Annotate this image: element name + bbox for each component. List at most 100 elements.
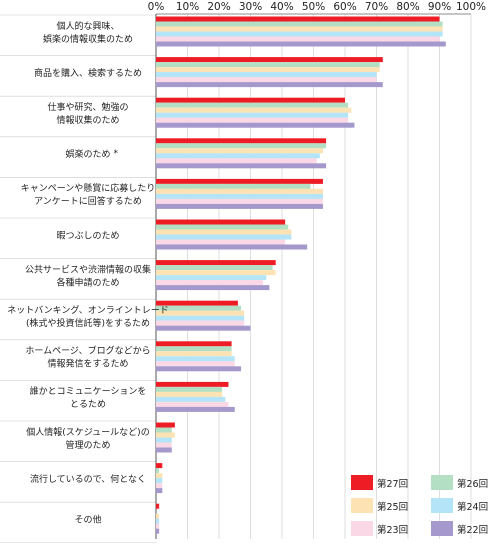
bar-5-第27回 <box>156 178 323 184</box>
legend-label-第23回: 第23回 <box>377 524 408 536</box>
bar-1-第23回 <box>156 36 440 42</box>
bar-7-第23回 <box>156 280 264 286</box>
category-label-7-line-2: 各種申請のため <box>56 276 119 288</box>
x-tick-label-10: 100% <box>456 1 486 13</box>
bar-13-第23回 <box>156 523 160 529</box>
bar-12-第22回 <box>156 488 163 494</box>
category-label-9-line-2: 情報発信をするため <box>47 358 128 370</box>
legend-swatch-第24回 <box>431 498 453 513</box>
bar-8-第23回 <box>156 320 245 326</box>
category-label-10-line-1: 誰かとコミュニケーションを <box>30 385 147 397</box>
bar-12-第24回 <box>156 478 163 484</box>
bar-1-第26回 <box>156 21 443 27</box>
bar-2-第25回 <box>156 67 380 73</box>
bar-3-第25回 <box>156 107 352 113</box>
bar-1-第25回 <box>156 26 443 32</box>
bar-2-第24回 <box>156 72 377 78</box>
legend-swatch-第22回 <box>431 521 453 536</box>
category-label-7-line-1: 公共サービスや渋滞情報の収集 <box>25 263 151 275</box>
bar-12-第25回 <box>156 473 163 479</box>
bar-6-第24回 <box>156 234 292 240</box>
bar-12-第27回 <box>156 463 163 469</box>
category-label-6-line-1: 暇つぶしのため <box>56 230 119 241</box>
category-label-11-line-2: 管理のため <box>65 439 110 451</box>
category-label-8-line-1: ネットバンキング、オンライントレード <box>7 304 169 316</box>
bar-11-第26回 <box>156 427 172 433</box>
x-tick-label-9: 90% <box>428 1 451 13</box>
legend-swatch-第26回 <box>431 475 453 490</box>
legend-label-第25回: 第25回 <box>377 501 408 513</box>
bar-7-第24回 <box>156 275 267 281</box>
bar-10-第23回 <box>156 401 229 407</box>
bar-13-第22回 <box>156 528 160 534</box>
bar-1-第24回 <box>156 31 443 37</box>
bar-5-第25回 <box>156 188 323 194</box>
bar-2-第23回 <box>156 77 377 83</box>
bar-5-第22回 <box>156 203 323 209</box>
category-label-1-line-2: 娯楽の情報収集のため <box>43 33 133 45</box>
bar-6-第27回 <box>156 219 286 225</box>
bar-8-第22回 <box>156 325 251 331</box>
bar-11-第24回 <box>156 437 172 443</box>
bar-10-第22回 <box>156 406 235 412</box>
bar-11-第23回 <box>156 442 172 448</box>
bar-9-第26回 <box>156 346 232 352</box>
bar-9-第24回 <box>156 356 235 362</box>
x-tick-label-7: 70% <box>365 1 388 13</box>
legend-label-第24回: 第24回 <box>457 501 488 513</box>
category-label-12-line-1: 流行しているので、何となく <box>30 473 146 485</box>
bar-11-第22回 <box>156 447 172 453</box>
category-mark-4: * <box>114 149 119 159</box>
bar-4-第25回 <box>156 148 323 154</box>
bar-8-第27回 <box>156 300 238 306</box>
bar-2-第27回 <box>156 57 383 63</box>
bar-10-第27回 <box>156 381 229 387</box>
bar-3-第24回 <box>156 112 349 118</box>
bar-12-第26回 <box>156 468 160 474</box>
bar-4-第27回 <box>156 138 327 144</box>
category-label-5-line-1: キャンペーンや懸賞に応募したり <box>21 182 156 194</box>
bar-7-第22回 <box>156 285 270 291</box>
bar-2-第26回 <box>156 62 380 68</box>
bar-10-第25回 <box>156 391 223 397</box>
x-tick-label-3: 30% <box>239 1 262 13</box>
bar-13-第27回 <box>156 503 160 509</box>
bar-5-第26回 <box>156 183 311 189</box>
bar-3-第22回 <box>156 122 355 128</box>
bar-6-第26回 <box>156 224 289 230</box>
bar-5-第23回 <box>156 198 323 204</box>
category-label-1-line-1: 個人的な興味、 <box>56 20 119 32</box>
bar-8-第24回 <box>156 315 245 321</box>
bar-11-第25回 <box>156 432 175 438</box>
x-tick-label-1: 10% <box>176 1 199 13</box>
x-tick-label-6: 60% <box>333 1 356 13</box>
category-label-8-line-2: (株式や投資信託等)をするため <box>26 317 150 329</box>
category-label-11-line-1: 個人情報(スケジュールなど)の <box>26 426 149 438</box>
category-label-3-line-1: 仕事や研究、勉強の <box>47 101 128 113</box>
category-label-3-line-2: 情報収集のため <box>56 114 119 126</box>
bar-9-第25回 <box>156 351 232 357</box>
category-label-2-line-1: 商品を購入、検索するため <box>34 67 142 79</box>
bar-2-第22回 <box>156 82 383 88</box>
bar-3-第27回 <box>156 97 345 103</box>
bar-7-第25回 <box>156 270 276 276</box>
bar-3-第23回 <box>156 117 349 123</box>
bar-7-第26回 <box>156 265 273 271</box>
x-tick-label-0: 0% <box>148 1 165 13</box>
legend-swatch-第25回 <box>351 498 373 513</box>
legend-label-第22回: 第22回 <box>457 524 488 536</box>
x-tick-label-8: 80% <box>396 1 419 13</box>
bar-4-第24回 <box>156 153 320 159</box>
bar-6-第22回 <box>156 244 308 250</box>
bar-12-第23回 <box>156 483 163 489</box>
x-tick-label-4: 40% <box>270 1 293 13</box>
bar-9-第22回 <box>156 366 242 372</box>
category-label-5-line-2: アンケートに回答するため <box>34 195 142 207</box>
legend-label-第26回: 第26回 <box>457 478 488 490</box>
category-label-4-line-1: 娯楽のため <box>65 148 110 160</box>
bar-8-第26回 <box>156 305 242 311</box>
bar-4-第22回 <box>156 163 327 169</box>
bar-4-第26回 <box>156 143 327 149</box>
